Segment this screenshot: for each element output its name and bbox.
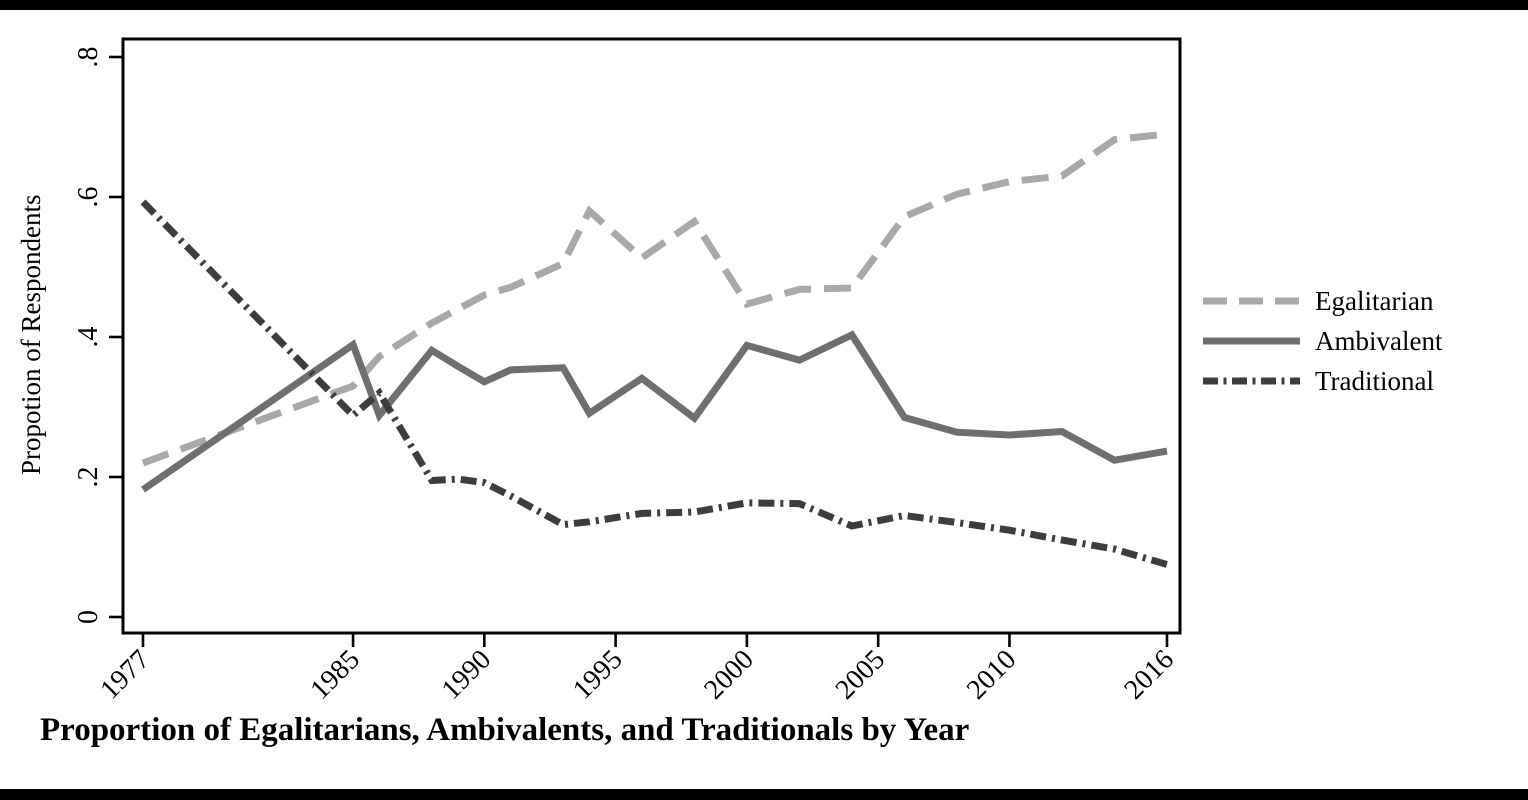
x-tick-label: 1990 [436,644,498,706]
series-line-egalitarian [141,130,1168,467]
x-tick-label: 2010 [961,644,1023,706]
top-black-bar [0,0,1528,10]
x-tick-label: 1977 [94,644,156,706]
series-line-traditional [140,199,1168,568]
y-axis-title: Propotion of Respondents [16,194,46,476]
plot-border [121,37,1182,635]
legend-label-traditional: Traditional [1315,366,1435,396]
y-tick-label: .6 [73,187,104,208]
legend-label-ambivalent: Ambivalent [1315,326,1443,356]
x-tick-label: 2000 [698,644,760,706]
legend-item-traditional: Traditional [1203,361,1442,401]
y-tick-label: 0 [73,610,104,624]
bottom-black-bar [0,789,1528,800]
legend-label-egalitarian: Egalitarian [1315,286,1434,316]
x-tick-label: 2016 [1118,644,1180,706]
legend-item-ambivalent: Ambivalent [1203,321,1442,361]
legend-line-sample-ambivalent [1203,337,1300,345]
legend-line-sample-egalitarian [1203,297,1300,305]
y-tick-label: .8 [73,47,104,68]
chart-title-caption: Proportion of Egalitarians, Ambivalents,… [40,712,970,748]
legend-item-egalitarian: Egalitarian [1203,281,1442,321]
series-line-ambivalent [141,330,1168,493]
x-tick-label: 1995 [567,644,629,706]
legend-line-sample-traditional [1203,377,1300,385]
y-tick-label: .4 [73,327,104,348]
y-tick-label: .2 [73,467,104,488]
x-tick-label: 1985 [304,644,366,706]
legend: Egalitarian Ambivalent Traditional [1203,281,1442,401]
x-tick-label: 2005 [830,644,892,706]
